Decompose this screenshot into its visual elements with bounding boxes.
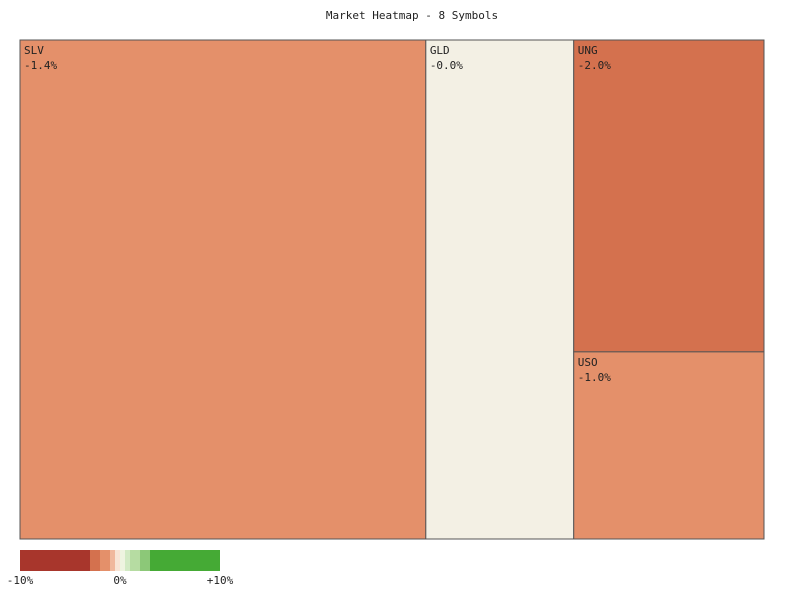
colorbar-tick-label: +10% xyxy=(207,574,234,587)
tile-label: GLD xyxy=(430,44,450,57)
colorbar-segment xyxy=(130,550,140,571)
colorbar-segment xyxy=(100,550,110,571)
colorbar-segment xyxy=(90,550,100,571)
tile xyxy=(573,351,765,540)
tile-value-label: -1.4% xyxy=(24,59,57,72)
tile-value-label: -1.0% xyxy=(578,371,611,384)
colorbar-segment xyxy=(20,550,90,571)
tile-label: UNG xyxy=(578,44,598,57)
tile-label: SLV xyxy=(24,44,44,57)
tile xyxy=(19,39,427,540)
tile-label: USO xyxy=(578,356,598,369)
tile-value-label: -2.0% xyxy=(578,59,611,72)
colorbar-tick-label: 0% xyxy=(113,574,127,587)
tile-value-label: -0.0% xyxy=(430,59,463,72)
tile xyxy=(573,39,765,353)
tile xyxy=(425,39,575,540)
colorbar-tick-label: -10% xyxy=(7,574,34,587)
colorbar-segment xyxy=(115,550,120,571)
colorbar-segment xyxy=(120,550,125,571)
colorbar-segment xyxy=(110,550,115,571)
chart-title: Market Heatmap - 8 Symbols xyxy=(326,9,498,22)
colorbar-segment xyxy=(125,550,130,571)
colorbar-segment xyxy=(140,550,150,571)
colorbar-segment xyxy=(150,550,220,571)
